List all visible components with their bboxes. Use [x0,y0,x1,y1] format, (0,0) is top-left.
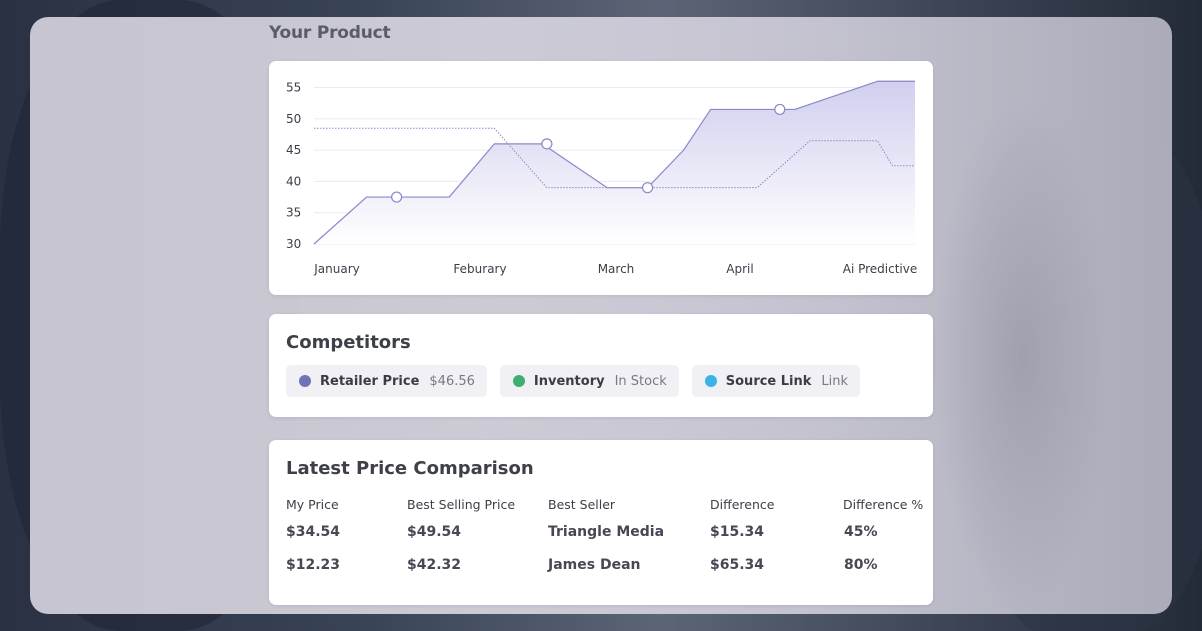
source-link-dot-icon [704,375,717,387]
retailer-price-chip[interactable]: Retailer Price $46.56 [286,365,487,397]
chip-value: $46.56 [429,373,475,389]
competitors-title: Competitors [286,332,411,353]
data-point-marker [541,138,553,150]
column-header-best-seller: Best Seller [548,497,616,512]
chip-label: Inventory [533,373,605,389]
data-point-marker [391,191,403,203]
column-header-difference: Difference [710,497,775,512]
source-link-chip[interactable]: Source Link Link [691,365,861,397]
column-header-my-price: My Price [286,497,339,512]
competitor-chips: Retailer Price $46.56 Inventory In Stock… [286,365,861,397]
price-comparison-card: Latest Price Comparison My Price Best Se… [269,440,933,605]
y-tick-label: 45 [286,143,301,157]
table-cell: James Dean [548,557,641,573]
y-tick-label: 30 [286,237,301,251]
main-panel: Your Product 55 50 45 40 35 30 January Feburar… [30,17,1172,614]
table-cell: $49.54 [407,524,462,540]
price-history-chart-card: 55 50 45 40 35 30 January Feburary March April Ai… [269,61,933,295]
retailer-price-dot-icon [299,375,311,387]
x-tick-label: Feburary [453,262,506,276]
chip-label: Source Link [725,373,812,389]
prediction-line [314,127,915,189]
price-comparison-title: Latest Price Comparison [286,458,534,479]
y-tick-label: 40 [286,174,301,188]
chip-label: Retailer Price [320,373,420,389]
table-cell: $42.32 [407,557,462,573]
table-cell: $12.23 [286,557,341,573]
column-header-difference-percent: Difference % [843,497,924,512]
chip-value: In Stock [614,373,667,389]
y-tick-label: 55 [286,81,301,95]
data-point-marker [641,182,654,194]
price-history-chart: 55 50 45 40 35 30 January Feburary March April Ai… [286,81,918,276]
page-title: Your Product [269,23,391,43]
table-cell: Triangle Media [548,524,665,540]
x-tick-label: Ai Predictive [843,262,918,276]
x-tick-label: January [313,262,360,276]
source-link[interactable]: Link [821,373,849,389]
table-cell: 80% [844,557,878,573]
table-cell: $65.34 [710,557,765,573]
inventory-dot-icon [512,375,525,387]
y-tick-label: 50 [286,112,301,126]
table-cell: $34.54 [286,524,341,540]
data-point-marker [774,103,786,116]
column-header-best-selling-price: Best Selling Price [407,497,516,512]
competitors-card: Competitors Retailer Price $46.56 Invent… [269,314,933,417]
table-cell: 45% [844,524,878,540]
inventory-chip[interactable]: Inventory In Stock [499,365,679,397]
x-tick-label: April [726,262,753,276]
price-area-fill [314,81,915,244]
y-tick-label: 35 [286,206,301,220]
table-cell: $15.34 [710,524,765,540]
x-tick-label: March [598,262,635,276]
